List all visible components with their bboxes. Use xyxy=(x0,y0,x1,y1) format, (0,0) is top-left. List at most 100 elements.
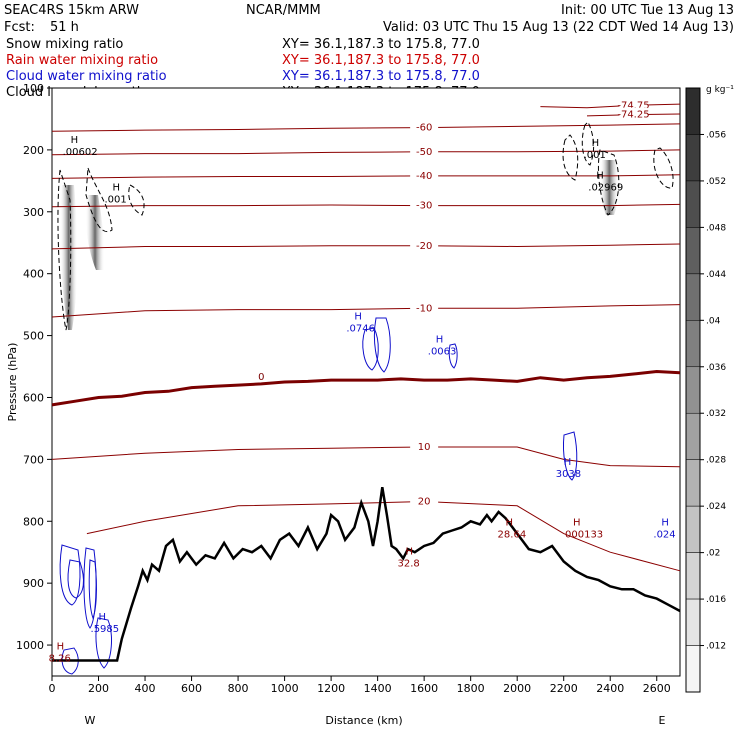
contour-label: 10 xyxy=(418,442,431,453)
contour-label: -50 xyxy=(416,147,432,158)
extremum-value: .001 xyxy=(104,195,126,206)
colorbar-tick-label: .016 xyxy=(706,595,726,605)
y-tick-label: 400 xyxy=(23,268,44,281)
extremum-marker: H xyxy=(112,183,120,194)
colorbar-cell xyxy=(685,134,701,182)
extremum-value: 3038 xyxy=(556,469,581,480)
forecast-hour: 51 h xyxy=(50,20,79,35)
colorbar-cell xyxy=(685,273,701,321)
cloud-ice-contour xyxy=(653,147,674,189)
extremum-value: .024 xyxy=(653,529,675,540)
colorbar-cell xyxy=(685,180,701,228)
legend-entry-name: Rain water mixing ratio xyxy=(6,53,158,68)
y-tick-label: 200 xyxy=(23,144,44,157)
snow-plume xyxy=(599,160,619,215)
contour-label: -60 xyxy=(416,123,432,134)
colorbar-tick-label: .02 xyxy=(706,549,720,559)
extremum-marker: H xyxy=(99,612,107,623)
temperature-contour xyxy=(540,103,681,109)
extremum-marker: H xyxy=(71,135,79,146)
cloud-water-contour xyxy=(373,317,391,373)
cloud-ice-contours xyxy=(57,121,674,331)
cloud-water-contour xyxy=(95,617,112,669)
extremum-marker: H xyxy=(573,517,581,528)
x-tick-label: 2000 xyxy=(503,682,531,695)
colorbar-tick-label: .024 xyxy=(706,502,726,512)
extremum-marker: H xyxy=(57,641,65,652)
extremum-value: .00602 xyxy=(63,147,98,158)
extremum-value: .0746 xyxy=(346,323,375,334)
cloud-ice-contour xyxy=(57,169,72,331)
colorbar-frame xyxy=(685,87,701,693)
legend-entry-name: Cloud water mixing ratio xyxy=(6,69,167,84)
y-tick-label: 600 xyxy=(23,391,44,404)
forecast-label: Fcst: xyxy=(4,20,35,35)
y-tick-label: 300 xyxy=(23,206,44,219)
x-tick-label: 400 xyxy=(135,682,156,695)
contour-label: -30 xyxy=(416,201,432,212)
contour-label: -10 xyxy=(416,303,432,314)
temperature-contour xyxy=(51,123,681,132)
y-tick-label: 1000 xyxy=(16,639,44,652)
colorbar-tick-label: .048 xyxy=(706,223,726,233)
temperature-contour xyxy=(51,174,681,179)
x-tick-label: 1000 xyxy=(271,682,299,695)
cloud-water-contour xyxy=(59,544,81,606)
extremum-marker: H xyxy=(592,138,600,149)
extremum-marker: H xyxy=(506,517,514,528)
colorbar-tick-label: .032 xyxy=(706,409,726,419)
temperature-contours: -74.75-74.25 -60 -50 -40 -30 -20 -10 10 20 0 xyxy=(51,98,681,572)
temperature-contour xyxy=(51,304,681,318)
x-tick-label: 1800 xyxy=(457,682,485,695)
y-tick-label: 700 xyxy=(23,453,44,466)
colorbar-tick-label: .036 xyxy=(706,363,726,373)
contour-label: 20 xyxy=(418,496,431,507)
cloud-water-contour xyxy=(563,431,578,481)
colorbar-cell xyxy=(685,366,701,414)
model-title: SEAC4RS 15km ARW xyxy=(4,3,139,18)
y-tick-label: 800 xyxy=(23,515,44,528)
cloud-water-contour xyxy=(67,559,84,599)
colorbar-cell xyxy=(685,227,701,275)
y-axis-label: Pressure (hPa) xyxy=(6,343,19,422)
extremum-marker: H xyxy=(564,457,572,468)
extremum-marker: H xyxy=(436,334,444,345)
y-tick-label: 100 xyxy=(23,82,44,95)
x-tick-label: 800 xyxy=(228,682,249,695)
contour-label: -74.75 xyxy=(617,100,649,111)
extremum-marker: H xyxy=(596,170,604,181)
west-label: W xyxy=(85,714,96,727)
x-tick-label: 0 xyxy=(49,682,56,695)
extremum-marker: H xyxy=(406,547,414,558)
colorbar-tick-label: .028 xyxy=(706,456,726,466)
colorbar-cell xyxy=(685,598,701,646)
y-tick-label: 900 xyxy=(23,577,44,590)
colorbar-tick-label: .04 xyxy=(706,316,721,326)
contour-label: -40 xyxy=(416,171,432,182)
x-tick-label: 200 xyxy=(88,682,109,695)
temperature-contour xyxy=(51,149,681,156)
extremum-value: .02969 xyxy=(588,182,623,193)
extremum-value: 8.26 xyxy=(49,653,71,664)
colorbar-unit: g kg⁻¹ xyxy=(706,85,734,95)
extremum-value: 32.8 xyxy=(398,559,420,570)
snow-shading xyxy=(60,160,619,330)
x-tick-label: 1600 xyxy=(410,682,438,695)
y-axis: 100 200 300 400 500 600 700 800 900 1000 xyxy=(16,82,52,652)
extremum-value: .5985 xyxy=(91,624,120,635)
colorbar-tick-label: .052 xyxy=(706,177,726,187)
colorbar-cell xyxy=(685,87,701,135)
colorbar-tick-label: .056 xyxy=(706,130,726,140)
colorbar-cell xyxy=(685,505,701,553)
extremum-value: .001 xyxy=(584,150,606,161)
colorbar-cell xyxy=(685,320,701,368)
plot-frame xyxy=(51,87,681,677)
colorbar-cell xyxy=(685,412,701,460)
y-tick-label: 500 xyxy=(23,330,44,343)
valid-time: Valid: 03 UTC Thu 15 Aug 13 (22 CDT Wed … xyxy=(383,20,734,35)
extremum-value: 28.64 xyxy=(498,529,527,540)
colorbar-cell xyxy=(685,459,701,507)
cloud-water-contour xyxy=(448,343,458,369)
legend-entry-xy: XY= 36.1,187.3 to 175.8, 77.0 xyxy=(282,37,480,52)
